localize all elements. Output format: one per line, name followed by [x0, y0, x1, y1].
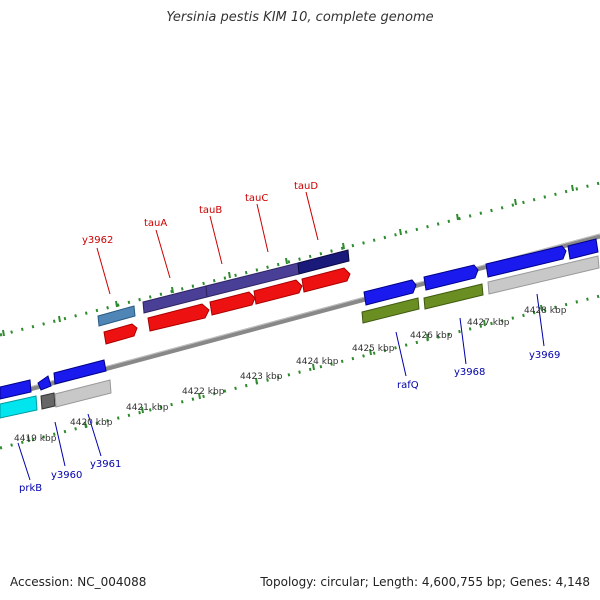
gene-label-y3968: y3968	[454, 367, 485, 378]
gene-y3961[interactable]	[53, 359, 112, 408]
upper-label-leaders	[96, 191, 319, 295]
gene-label-y3961: y3961	[90, 459, 121, 470]
lower-dotted-track	[0, 294, 600, 450]
gene-label-y3969: y3969	[529, 350, 560, 361]
gene-y3962[interactable]	[97, 305, 138, 345]
tick-label-4423: 4423 kbp	[240, 372, 283, 382]
lower-major-ticks	[27, 304, 543, 443]
tick-label-4426: 4426 kbp	[410, 331, 453, 341]
tick-label-4420: 4420 kbp	[70, 418, 113, 428]
gene-y3968[interactable]	[423, 264, 484, 310]
accession-text: Accession: NC_004088	[10, 575, 147, 589]
tick-label-4422: 4422 kbp	[182, 387, 225, 397]
tick-label-4424: 4424 kbp	[296, 357, 339, 367]
gene-label-y3962: y3962	[82, 235, 113, 246]
gene-label-rafQ: rafQ	[397, 380, 419, 391]
gene-y3969[interactable]	[485, 238, 600, 295]
gene-label-prkB: prkB	[19, 483, 42, 494]
tick-label-4427: 4427 kbp	[467, 318, 510, 328]
tick-label-4425: 4425 kbp	[352, 344, 395, 354]
summary-text: Topology: circular; Length: 4,600,755 bp…	[260, 575, 590, 589]
gene-tau-operon-boxes[interactable]	[142, 249, 350, 314]
gene-tau-arrows[interactable]	[147, 267, 351, 332]
genome-title: Yersinia pestis KIM 10, complete genome	[166, 10, 434, 25]
upper-major-ticks	[2, 184, 574, 337]
tick-label-4419: 4419 kbp	[14, 434, 57, 444]
upper-dotted-track	[0, 181, 600, 337]
gene-y3960[interactable]	[37, 375, 56, 410]
gene-label-tauB: tauB	[199, 205, 222, 216]
gene-label-tauC: tauC	[245, 193, 268, 204]
tick-label-4421: 4421 kbp	[126, 403, 169, 413]
tick-label-4428: 4428 kbp	[524, 306, 567, 316]
lower-label-leaders	[17, 293, 545, 481]
gene-label-tauD: tauD	[294, 181, 318, 192]
gene-label-tauA: tauA	[144, 218, 167, 229]
gene-prkB[interactable]	[0, 379, 38, 419]
gene-label-y3960: y3960	[51, 470, 82, 481]
gene-rafQ[interactable]	[361, 279, 420, 324]
